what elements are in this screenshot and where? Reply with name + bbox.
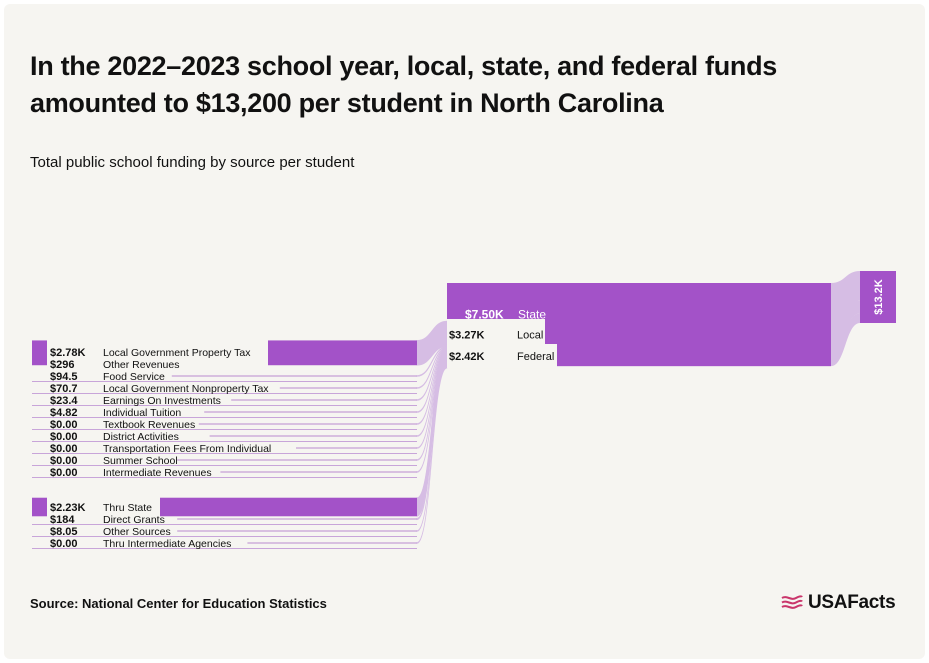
source-value-local-government-property-tax: $2.78K bbox=[50, 347, 86, 359]
source-value-transportation-fees-from-individual: $0.00 bbox=[50, 443, 78, 455]
node-name-local: Local bbox=[517, 330, 543, 342]
source-name-food-service: Food Service bbox=[103, 371, 165, 383]
usafacts-logo[interactable]: USAFacts bbox=[780, 592, 896, 614]
source-value-thru-state: $2.23K bbox=[50, 502, 86, 514]
source-value-other-revenues: $296 bbox=[50, 359, 74, 371]
source-bar-local-government-property-tax bbox=[268, 340, 417, 364]
source-bar-thru-state bbox=[160, 497, 417, 517]
brand-name: USAFacts bbox=[808, 592, 896, 613]
source-bar-other-revenues bbox=[268, 362, 417, 366]
source-value-summer-school: $0.00 bbox=[50, 455, 78, 467]
source-value-individual-tuition: $4.82 bbox=[50, 407, 78, 419]
source-name-earnings-on-investments: Earnings On Investments bbox=[103, 395, 221, 407]
source-name-thru-intermediate-agencies: Thru Intermediate Agencies bbox=[103, 538, 231, 550]
node-value-federal: $2.42K bbox=[449, 351, 485, 363]
node-name-federal: Federal bbox=[517, 351, 554, 363]
source-note: Source: National Center for Education St… bbox=[30, 596, 327, 611]
source-value-intermediate-revenues: $0.00 bbox=[50, 467, 78, 479]
flow-local-to-total bbox=[831, 300, 860, 349]
source-name-transportation-fees-from-individual: Transportation Fees From Individual bbox=[103, 443, 271, 455]
source-tab-other-revenues bbox=[32, 362, 47, 366]
source-name-direct-grants: Direct Grants bbox=[103, 514, 165, 526]
source-name-thru-state: Thru State bbox=[103, 502, 152, 514]
total-value-label: $13.2K bbox=[873, 279, 885, 315]
source-name-local-government-property-tax: Local Government Property Tax bbox=[103, 347, 251, 359]
source-value-direct-grants: $184 bbox=[50, 514, 75, 526]
source-name-local-government-nonproperty-tax: Local Government Nonproperty Tax bbox=[103, 383, 269, 395]
node-value-local: $3.27K bbox=[449, 330, 485, 342]
source-value-local-government-nonproperty-tax: $70.7 bbox=[50, 383, 78, 395]
source-value-district-activities: $0.00 bbox=[50, 431, 78, 443]
total-bar bbox=[860, 271, 896, 323]
source-tab-thru-state bbox=[32, 497, 47, 517]
source-value-earnings-on-investments: $23.4 bbox=[50, 395, 78, 407]
flag-icon bbox=[781, 595, 803, 609]
chart-title: In the 2022–2023 school year, local, sta… bbox=[30, 51, 778, 118]
source-name-textbook-revenues: Textbook Revenues bbox=[103, 419, 195, 431]
node-value-state: $7.50K bbox=[465, 307, 504, 321]
node-name-state: State bbox=[518, 307, 546, 321]
source-name-summer-school: Summer School bbox=[103, 455, 178, 467]
source-name-intermediate-revenues: Intermediate Revenues bbox=[103, 467, 212, 479]
chart-subtitle: Total public school funding by source pe… bbox=[30, 154, 355, 171]
source-value-other-sources: $8.05 bbox=[50, 526, 78, 538]
source-name-other-revenues: Other Revenues bbox=[103, 359, 179, 371]
source-tab-local-government-property-tax bbox=[32, 340, 47, 364]
source-value-food-service: $94.5 bbox=[50, 371, 78, 383]
source-value-textbook-revenues: $0.00 bbox=[50, 419, 78, 431]
source-name-district-activities: District Activities bbox=[103, 431, 179, 443]
source-name-individual-tuition: Individual Tuition bbox=[103, 407, 181, 419]
node-label-bg-federal bbox=[447, 344, 557, 369]
flow-federal-to-total bbox=[831, 313, 860, 367]
source-value-thru-intermediate-agencies: $0.00 bbox=[50, 538, 78, 550]
source-name-other-sources: Other Sources bbox=[103, 526, 171, 538]
